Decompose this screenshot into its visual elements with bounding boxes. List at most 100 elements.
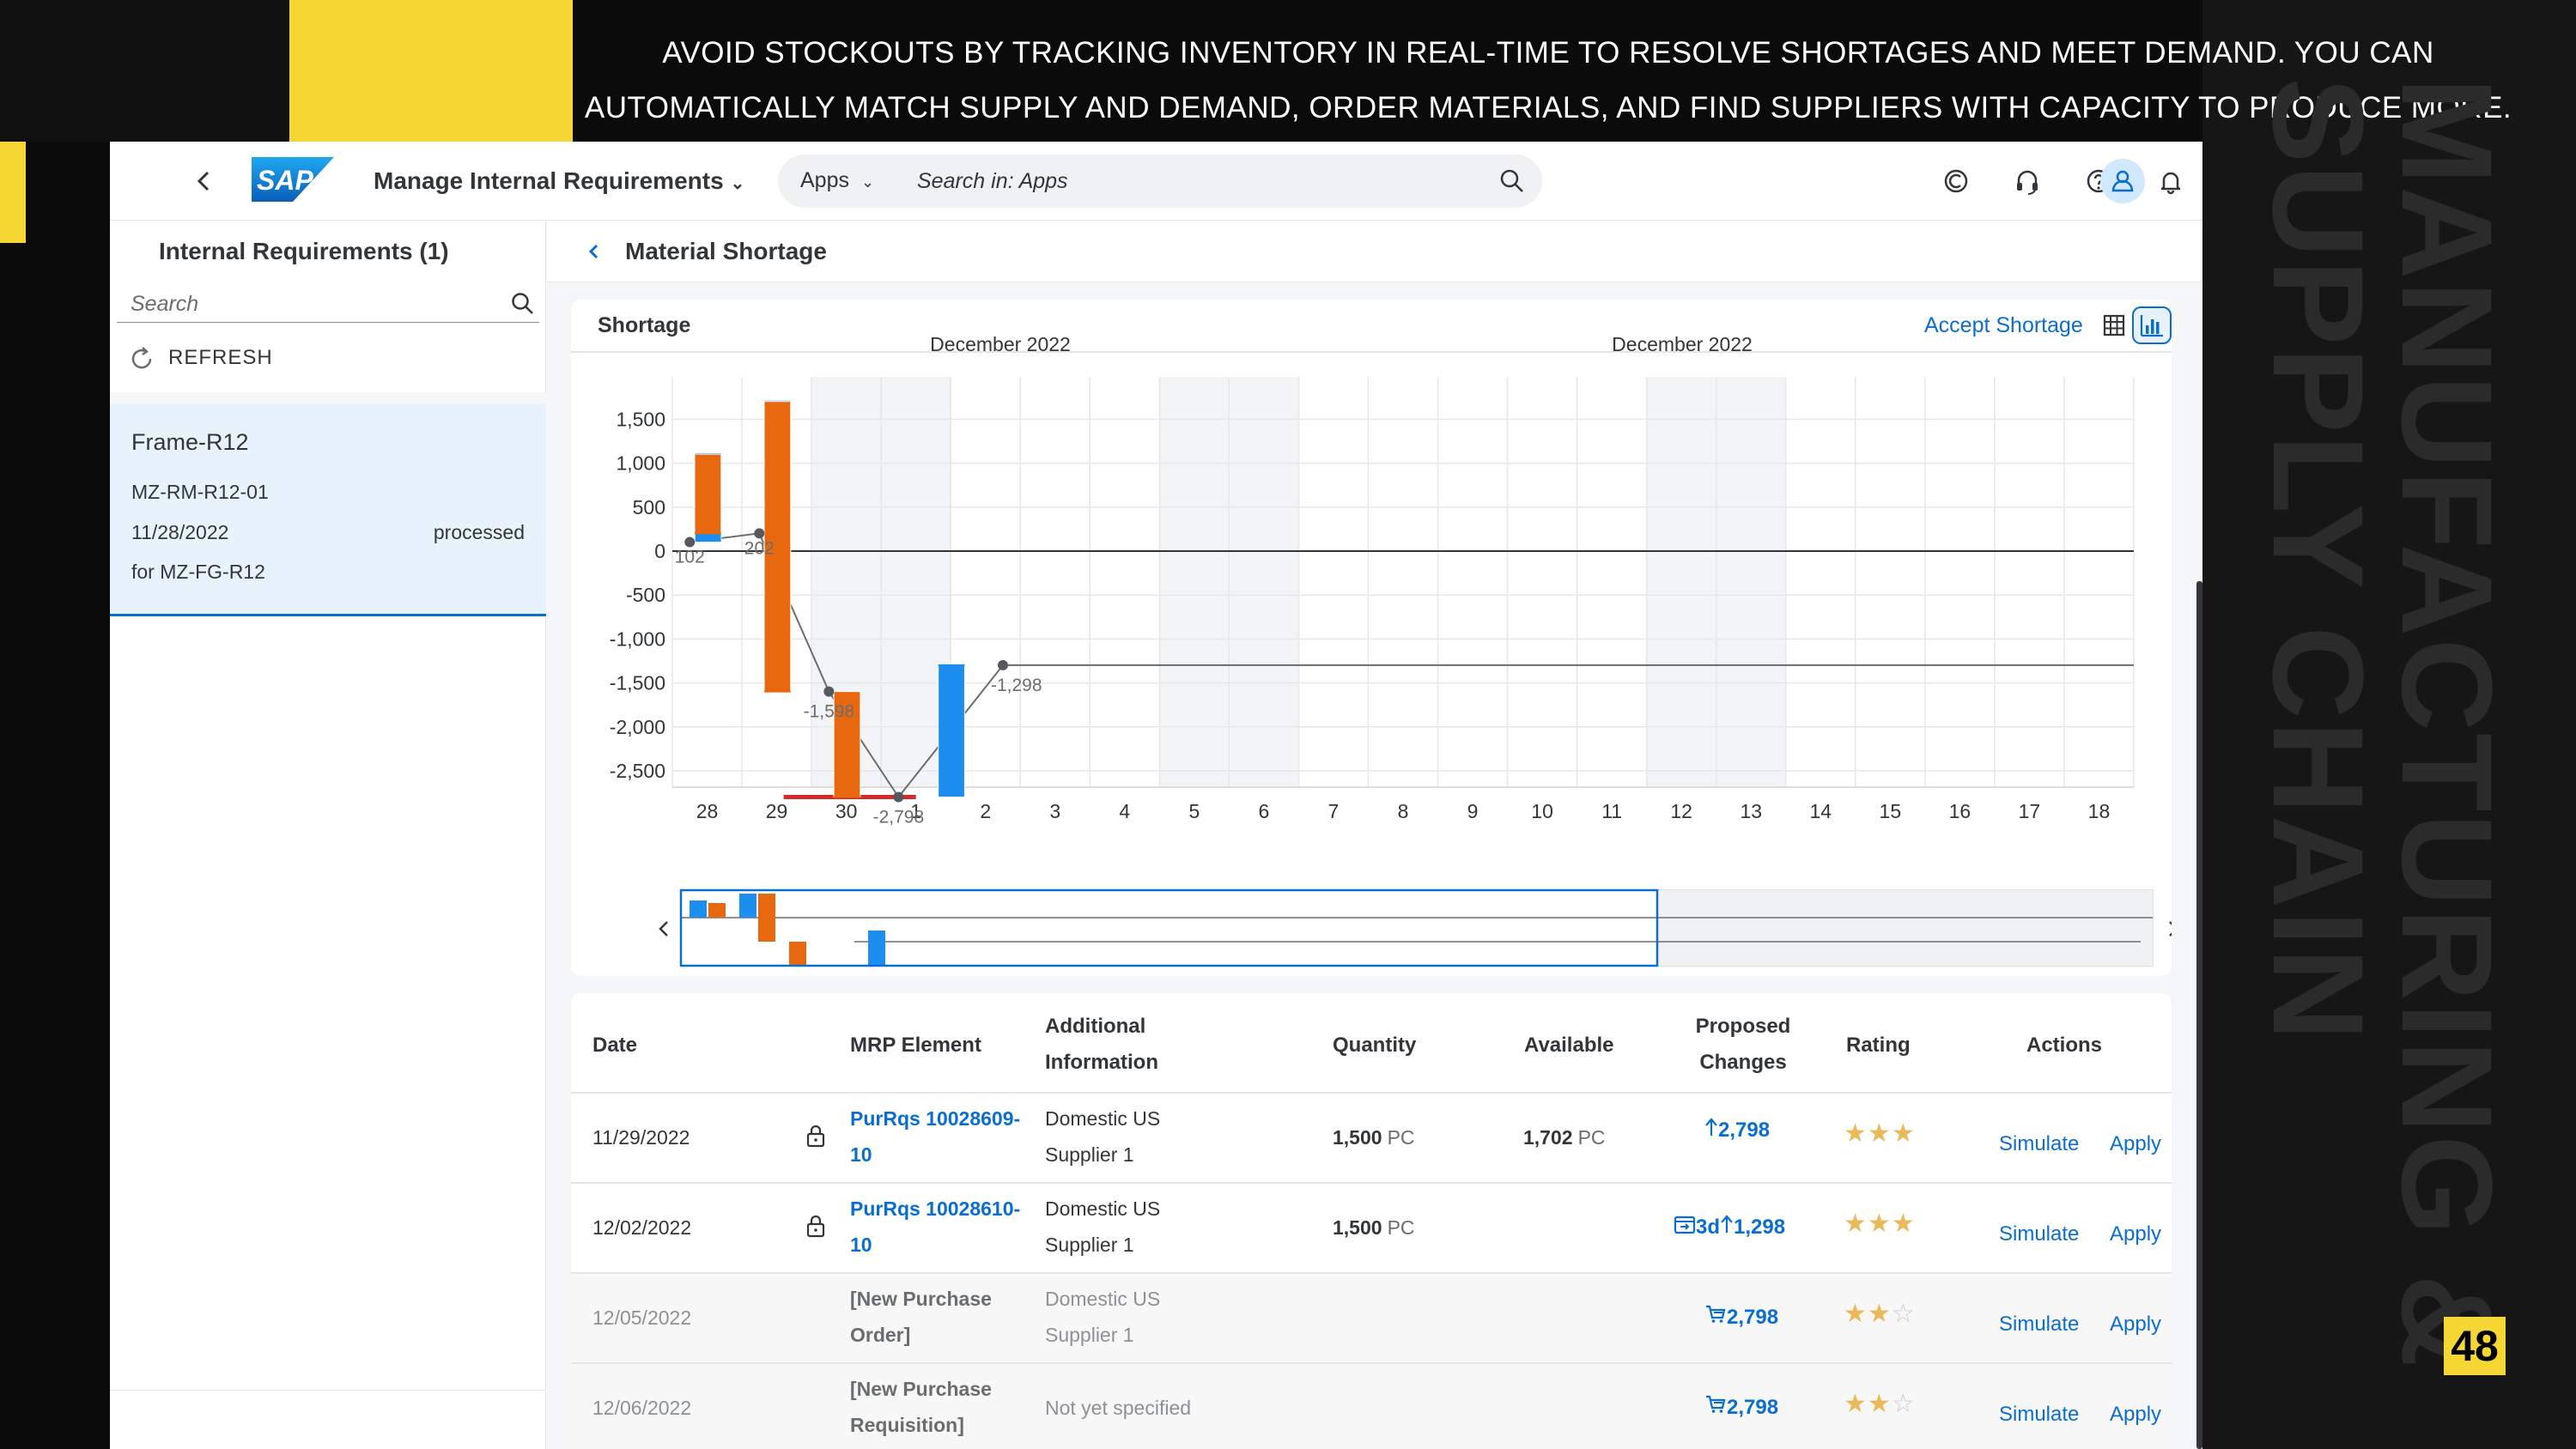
chart-view-toggle[interactable] [2132,306,2172,344]
column-header-line: Information [1045,1051,1158,1074]
simulate-button[interactable]: Simulate [1999,1313,2080,1336]
column-header-proposed-changes: Proposed Changes [1687,1009,1799,1081]
mrp-element-link[interactable]: PurRqs 10028610- 10 [850,1191,1020,1263]
proposed-change[interactable]: 2,798 [1704,1300,1778,1336]
increase-arrow-icon [1721,1215,1733,1233]
chevron-down-icon: ⌄ [730,174,745,193]
x-tick-label: 4 [1119,800,1130,822]
refresh-button[interactable]: REFRESH [127,341,273,375]
list-item-status: processed [433,521,525,543]
app-title-menu[interactable]: Manage Internal Requirements ⌄ [374,164,744,201]
mrp-element-line: [New Purchase [850,1288,992,1310]
lock-icon [806,1125,825,1148]
y-tick-label: -2,000 [610,716,665,738]
table-view-icon[interactable] [2098,308,2130,343]
info-line: Supplier 1 [1045,1234,1134,1256]
master-search-input[interactable] [131,290,491,318]
simulate-button[interactable]: Simulate [1999,1132,2080,1155]
apply-button[interactable]: Apply [2110,1132,2162,1155]
overview-scroll-left-icon[interactable] [659,921,668,937]
shortage-chart-card: Shortage Accept Shortage December 2022 De… [571,300,2172,976]
x-tick-label: 5 [1188,800,1200,822]
list-item[interactable]: Frame-R12 MZ-RM-R12-01 11/28/2022 proces… [110,403,546,616]
receipt-bar [938,664,965,798]
info-line: Domestic US [1045,1107,1161,1130]
x-tick-label: 9 [1467,800,1479,822]
mrp-element-line: Requisition] [850,1414,964,1436]
shell-bar: SAP Manage Internal Requirements ⌄ Apps ⌄ [110,142,2202,221]
x-tick-label: 28 [696,800,719,822]
mrp-element-link[interactable]: PurRqs 10028609- 10 [850,1100,1020,1173]
rating-stars: ★★☆ [1844,1296,1916,1332]
sap-logo[interactable]: SAP [252,157,334,202]
x-tick-label: 3 [1049,800,1060,822]
table-row[interactable]: 12/06/2022 [New Purchase Requisition] Not y… [571,1362,2172,1449]
back-button[interactable] [187,164,222,198]
info-line: Supplier 1 [1045,1324,1134,1346]
quantity-unit: PC [1387,1126,1415,1149]
apply-button[interactable]: Apply [2110,1403,2162,1426]
background-panel [2202,0,2576,1449]
copilot-icon[interactable] [1939,164,1973,198]
table-row[interactable]: 12/05/2022 [New Purchase Order] Domestic US… [571,1272,2172,1362]
lock-indicator [805,1213,827,1243]
search-input[interactable] [917,165,1467,197]
search-icon[interactable] [1498,167,1527,196]
overview-receipt-bar [739,894,756,918]
divider [110,392,546,404]
apply-button[interactable]: Apply [2110,1222,2162,1246]
master-list-panel: Internal Requirements (1) REFRESH Frame-… [110,221,546,1449]
rating-star-icon: ★ [1844,1390,1868,1418]
shell-search: Apps ⌄ [778,155,1542,208]
table-row[interactable]: 11/29/2022 PurRqs 10028609- 10 Domestic US S… [571,1092,2172,1182]
search-scope-select[interactable]: Apps ⌄ [800,168,874,193]
proposed-change[interactable]: 3d 1,298 [1674,1210,1785,1246]
info-line: Domestic US [1045,1197,1161,1220]
mrp-element-line: Order] [850,1324,911,1346]
y-tick-label: 500 [633,496,665,518]
increase-arrow-icon [1705,1118,1717,1136]
app-title: Manage Internal Requirements [374,167,724,194]
bell-icon[interactable] [2154,164,2188,198]
master-title: Internal Requirements (1) [159,238,449,264]
column-header-additional-info: Additional Information [1045,1009,1158,1081]
simulate-button[interactable]: Simulate [1999,1222,2080,1246]
cart-icon [1706,1305,1726,1323]
balance-point [893,791,904,803]
column-header-date: Date [592,1034,638,1057]
user-avatar-button[interactable] [2100,159,2145,203]
detail-back-button[interactable] [581,236,607,275]
month-label: December 2022 [1612,333,1753,355]
simulate-button[interactable]: Simulate [1999,1403,2080,1426]
available-unit: PC [1577,1126,1606,1149]
background-panel [0,0,289,142]
accept-shortage-link[interactable]: Accept Shortage [1924,313,2083,337]
quantity-cell: 1,500 PC [1333,1210,1415,1246]
rating-stars: ★★★ [1844,1206,1916,1242]
proposed-change[interactable]: 2,798 [1704,1113,1770,1149]
overview-scroll-right-icon[interactable] [2169,921,2172,937]
rating-star-icon: ★ [1844,1210,1868,1238]
shortage-chart: December 2022 December 2022 1,500 1,000 500 0… [610,333,2172,967]
x-tick-label: 7 [1328,800,1340,822]
page-number: 48 [2444,1317,2506,1375]
rating-star-icon: ★ [1891,1119,1916,1148]
lock-indicator [805,1123,827,1153]
chevron-left-icon [588,244,598,259]
column-header-available: Available [1524,1034,1614,1057]
date-cell: 12/02/2022 [592,1216,692,1239]
scrollbar[interactable] [2196,581,2202,1449]
y-tick-label: 0 [654,540,665,562]
y-tick-label: -1,000 [610,627,665,650]
card-divider [571,351,2172,353]
x-tick-label: 12 [1670,800,1692,822]
proposed-change[interactable]: 2,798 [1704,1390,1778,1426]
proposed-value: 2,798 [1727,1306,1779,1329]
additional-info-cell: Domestic US Supplier 1 [1045,1191,1160,1263]
headset-icon[interactable] [2010,164,2044,198]
search-icon[interactable] [509,290,537,318]
apply-button[interactable]: Apply [2110,1313,2162,1336]
table-row[interactable]: 12/02/2022 PurRqs 10028610- 10 Domestic US S… [571,1182,2172,1272]
x-tick-label: 29 [766,800,788,822]
x-tick-label: 18 [2088,800,2111,822]
